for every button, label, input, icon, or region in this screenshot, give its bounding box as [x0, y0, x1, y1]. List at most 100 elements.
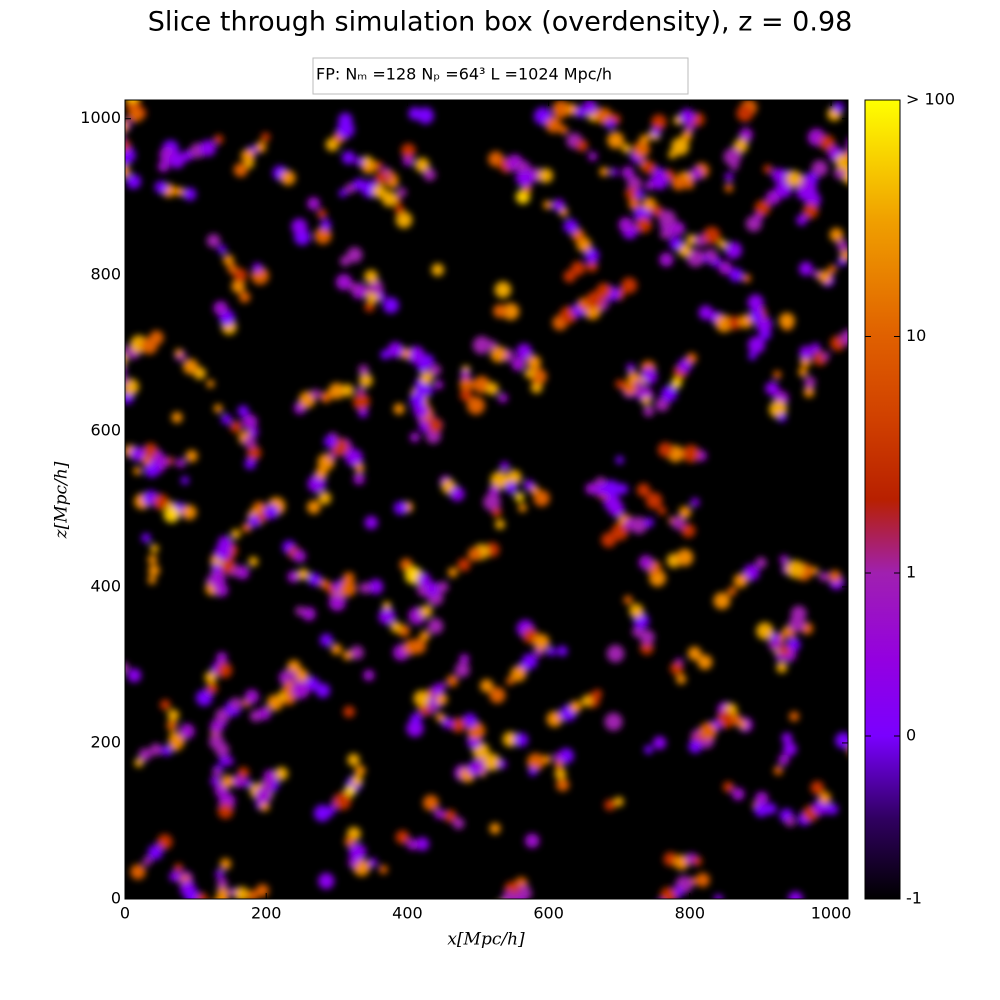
density-blob [592, 689, 603, 699]
density-blob [179, 723, 195, 739]
density-blob [546, 646, 556, 657]
density-blob [575, 139, 589, 152]
density-blob [472, 336, 491, 355]
density-blob [126, 174, 141, 189]
density-blob [553, 752, 563, 762]
density-blob [628, 198, 641, 210]
density-blob [621, 143, 632, 154]
density-blob [244, 158, 255, 169]
density-blob [216, 662, 233, 678]
density-blob [671, 175, 687, 191]
density-blob [786, 560, 805, 579]
density-blob [660, 229, 671, 240]
density-blob [168, 733, 185, 750]
density-blob [356, 386, 365, 396]
density-blob [733, 573, 748, 588]
density-blob [747, 336, 766, 354]
density-blob [113, 132, 124, 143]
density-blob [610, 168, 619, 177]
density-blob [283, 670, 298, 684]
density-blob [657, 506, 667, 516]
density-blob [502, 302, 520, 321]
density-blob [241, 523, 252, 533]
density-blob [829, 227, 844, 242]
density-blob [516, 343, 532, 360]
density-blob [352, 393, 370, 411]
density-blob [167, 709, 180, 722]
density-blob [217, 803, 234, 819]
density-blob [621, 166, 635, 179]
density-blob [209, 571, 226, 588]
density-blob [354, 156, 364, 166]
density-blob [247, 890, 259, 899]
density-blob [147, 844, 163, 860]
density-blob [810, 343, 821, 353]
density-blob [655, 900, 666, 911]
density-blob [374, 171, 388, 185]
density-blob [234, 886, 250, 899]
density-blob [618, 217, 634, 232]
density-blob [798, 367, 808, 377]
density-blob [506, 469, 522, 485]
density-blob [446, 674, 459, 687]
density-blob [307, 197, 320, 210]
density-blob [320, 219, 332, 231]
density-blob [570, 261, 586, 276]
density-blob [125, 378, 139, 395]
density-blob [588, 151, 598, 161]
density-blob [802, 203, 819, 219]
density-blob [434, 808, 445, 819]
density-blob [291, 218, 308, 235]
density-blob [125, 138, 131, 153]
density-blob [347, 753, 360, 767]
density-blob [368, 279, 384, 295]
density-blob [739, 128, 753, 142]
density-blob [427, 703, 438, 714]
density-blob [569, 700, 582, 713]
density-blob [505, 481, 518, 494]
density-blob [835, 154, 848, 171]
density-blob [775, 180, 793, 198]
density-blob [676, 674, 687, 685]
density-blob [395, 830, 410, 845]
density-blob [655, 397, 670, 412]
density-blob [260, 132, 271, 142]
density-blob [246, 445, 262, 461]
density-blob [380, 349, 391, 360]
density-blob [676, 548, 694, 567]
density-blob [423, 794, 439, 811]
density-blob [358, 407, 369, 418]
density-blob [423, 168, 436, 181]
density-blob [417, 572, 431, 586]
density-blob [263, 769, 277, 783]
density-blob [449, 486, 465, 502]
density-blob [425, 581, 440, 597]
density-blob [364, 269, 378, 284]
density-blob [558, 125, 569, 135]
density-blob [346, 247, 363, 263]
density-blob [755, 791, 769, 806]
density-blob [310, 389, 321, 399]
density-blob [466, 396, 485, 415]
density-blob [819, 134, 835, 151]
density-blob [378, 607, 396, 625]
density-blob [779, 645, 791, 656]
density-blob [338, 189, 347, 198]
density-blob [713, 592, 731, 610]
density-blob [441, 717, 454, 729]
density-blob [287, 570, 300, 583]
density-blob [297, 568, 309, 580]
density-blob [489, 687, 506, 704]
density-blob [393, 501, 408, 515]
density-blob [638, 555, 654, 570]
density-blob [671, 221, 685, 236]
density-blob [660, 887, 677, 899]
density-blob [133, 466, 142, 476]
density-blob [558, 748, 574, 764]
density-blob [788, 891, 803, 899]
density-blob [611, 523, 629, 541]
density-blob [229, 420, 242, 433]
density-blob [613, 796, 624, 807]
density-blob [692, 856, 703, 867]
density-blob [255, 787, 272, 804]
